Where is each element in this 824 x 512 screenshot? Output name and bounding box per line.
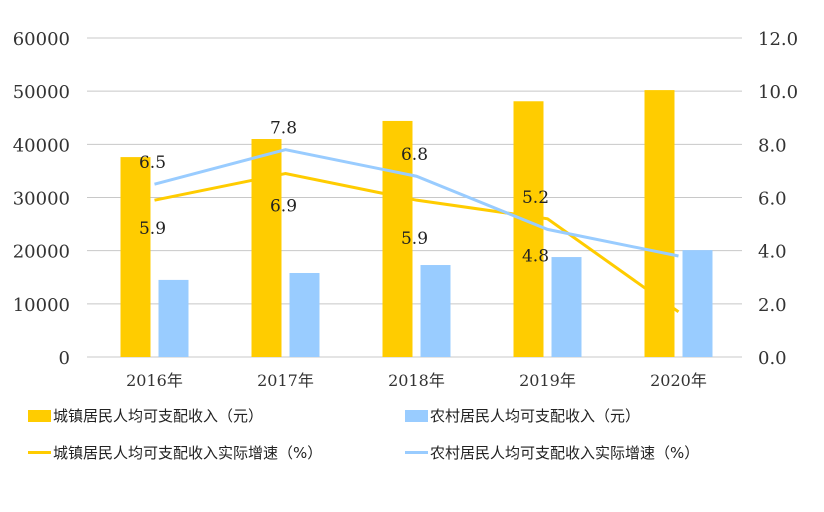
data-label: 5.2	[522, 188, 549, 208]
x-tick-label: 2020年	[650, 371, 707, 390]
y-left-tick-label: 0	[59, 348, 70, 369]
y-left-tick-label: 40000	[13, 135, 70, 156]
data-label: 5.9	[139, 219, 166, 239]
legend-line	[28, 451, 51, 454]
legend-urban-growth: 城镇居民人均可支配收入实际增速（%）	[28, 442, 322, 463]
bar-rural	[682, 250, 713, 357]
legend-label: 城镇居民人均可支配收入（元）	[53, 407, 264, 425]
y-right-tick-label: 8.0	[758, 135, 787, 156]
y-left-tick-label: 10000	[13, 295, 70, 316]
bar-rural	[289, 272, 320, 357]
bar-rural	[158, 279, 189, 357]
y-left-tick-label: 60000	[13, 29, 70, 50]
x-tick-label: 2019年	[519, 371, 576, 390]
bar-rural	[551, 257, 582, 357]
line-urban-growth	[154, 172, 680, 314]
data-label: 6.8	[401, 145, 428, 165]
legend-swatch	[405, 409, 428, 422]
y-right-tick-label: 12.0	[758, 29, 798, 50]
legend-label: 农村居民人均可支配收入（元）	[430, 407, 641, 425]
legend-line	[405, 451, 428, 454]
bar-rural	[420, 265, 451, 357]
bar-urban	[644, 90, 675, 357]
line-rural-growth	[154, 148, 679, 258]
chart-plot: 0 10000 20000 30000 40000 50000 60000 0.0 2.0 4.0…	[13, 29, 798, 390]
legend-rural-income: 农村居民人均可支配收入（元）	[405, 405, 640, 426]
y-right-tick-label: 2.0	[758, 295, 787, 316]
y-left-tick-label: 50000	[13, 82, 70, 103]
legend-label: 城镇居民人均可支配收入实际增速（%）	[53, 444, 323, 462]
y-right-tick-label: 0.0	[758, 348, 787, 369]
legend-rural-growth: 农村居民人均可支配收入实际增速（%）	[405, 442, 699, 463]
legend-urban-income: 城镇居民人均可支配收入（元）	[28, 405, 263, 426]
bar-urban	[251, 139, 282, 357]
bar-urban	[513, 101, 544, 357]
bar-urban	[120, 157, 151, 357]
x-tick-label: 2016年	[126, 371, 183, 390]
data-label: 5.9	[401, 229, 428, 249]
legend-swatch	[28, 409, 51, 422]
x-tick-label: 2018年	[388, 371, 445, 390]
x-tick-label: 2017年	[257, 371, 314, 390]
data-label: 4.8	[522, 246, 549, 266]
y-left-tick-label: 20000	[13, 242, 70, 263]
y-left-tick-label: 30000	[13, 189, 70, 210]
bar-urban	[382, 120, 413, 357]
data-label: 6.9	[270, 197, 297, 217]
y-right-tick-label: 6.0	[758, 189, 787, 210]
data-label: 7.8	[270, 119, 297, 139]
y-right-tick-label: 4.0	[758, 242, 787, 263]
legend-label: 农村居民人均可支配收入实际增速（%）	[430, 444, 700, 462]
y-right-tick-label: 10.0	[758, 82, 798, 103]
data-label: 6.5	[139, 153, 166, 173]
